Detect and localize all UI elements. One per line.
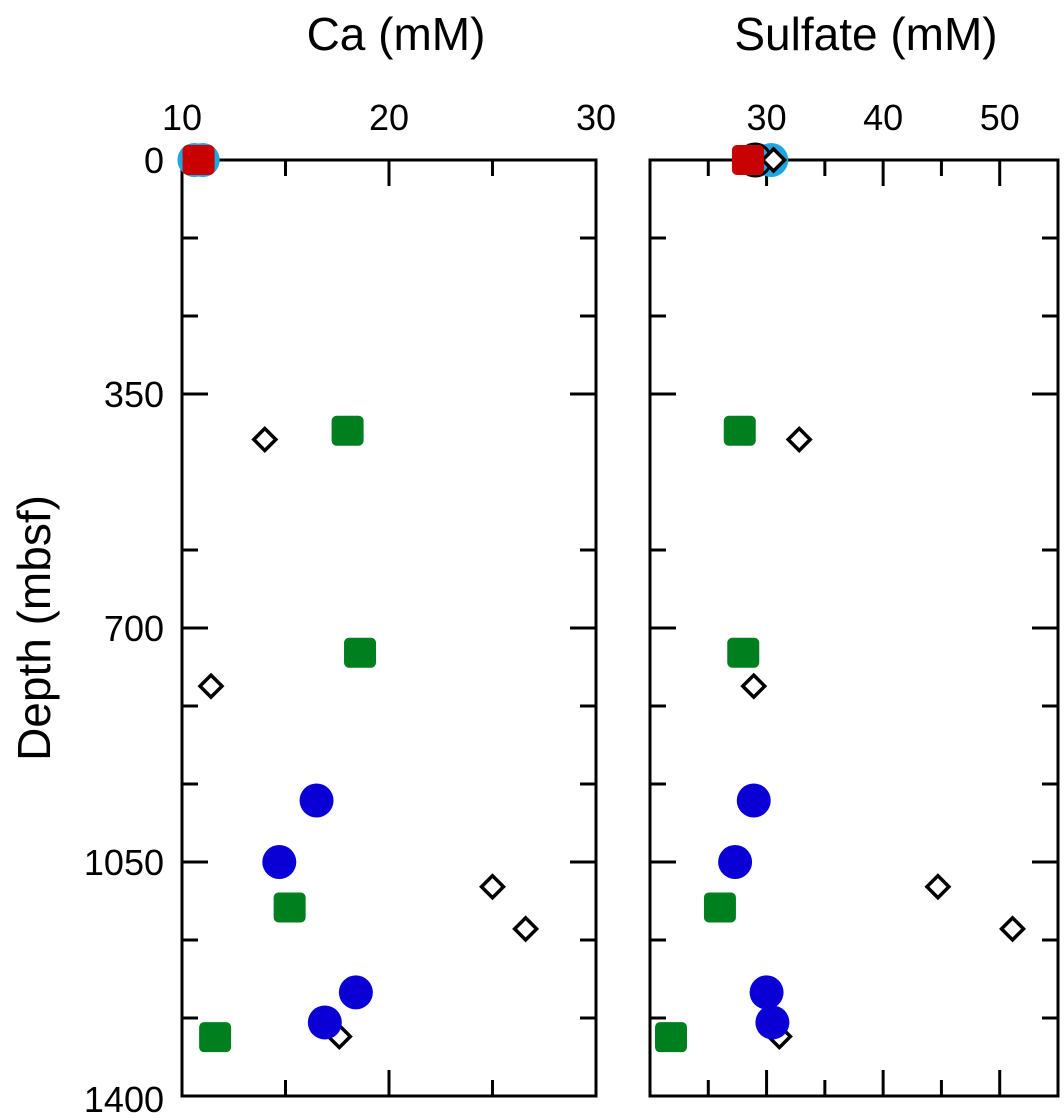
y-tick-label: 350: [104, 374, 164, 415]
ca-axis-ticks: 10 20 30 0 350 700 1050 1400: [84, 97, 616, 1118]
data-point-circle: [338, 975, 373, 1010]
data-point-circle: [299, 783, 334, 818]
data-point-circle: [736, 783, 771, 818]
ca-data-points: [177, 143, 540, 1053]
data-point-circle: [749, 975, 784, 1010]
x-tick-label: 30: [576, 97, 616, 138]
data-point-circle: [307, 1005, 342, 1040]
data-point-open-diamond: [197, 672, 225, 700]
data-point-open-diamond: [740, 672, 768, 700]
data-point-square: [731, 145, 764, 175]
data-point-open-diamond: [999, 915, 1027, 943]
data-point-square: [182, 145, 215, 175]
sulfate-data-points: [654, 142, 1027, 1053]
y-tick-label: 1400: [84, 1079, 164, 1118]
data-point-open-diamond: [512, 915, 540, 943]
y-tick-label: 1050: [84, 842, 164, 883]
sulfate-axis-ticks: 30 40 50: [650, 97, 1060, 1098]
data-point-circle: [755, 1005, 790, 1040]
sulfate-panel-title: Sulfate (mM): [734, 8, 997, 60]
data-point-square: [273, 892, 306, 923]
y-tick-label: 700: [104, 608, 164, 649]
data-point-square: [199, 1022, 232, 1053]
data-point-open-diamond: [479, 873, 506, 901]
data-point-square: [344, 637, 377, 668]
x-tick-label: 20: [369, 97, 409, 138]
data-point-square: [723, 415, 756, 446]
sulfate-plot-frame: [648, 158, 1060, 1098]
data-point-open-diamond: [760, 146, 788, 174]
data-point-square: [331, 415, 364, 446]
data-point-square: [703, 892, 736, 923]
data-point-open-diamond: [251, 425, 279, 453]
data-point-circle: [718, 845, 753, 879]
data-point-square: [727, 637, 760, 668]
ca-panel: Ca (mM) Depth (mbsf) 10 20 30 0 350 700 1050 14…: [8, 8, 616, 1118]
data-point-circle: [262, 845, 297, 879]
sulfate-panel: Sulfate (mM) 30 40 50: [648, 8, 1060, 1098]
ca-plot-frame: [180, 158, 598, 1098]
x-tick-label: 10: [162, 97, 202, 138]
ca-panel-title: Ca (mM): [307, 8, 486, 60]
x-tick-label: 50: [980, 97, 1020, 138]
x-tick-label: 40: [863, 97, 903, 138]
data-point-open-diamond: [924, 873, 952, 901]
data-point-square: [654, 1022, 687, 1053]
depth-axis-label: Depth (mbsf): [8, 495, 60, 761]
x-tick-label: 30: [747, 97, 787, 138]
data-point-open-diamond: [785, 425, 813, 453]
y-tick-label: 0: [144, 140, 164, 181]
